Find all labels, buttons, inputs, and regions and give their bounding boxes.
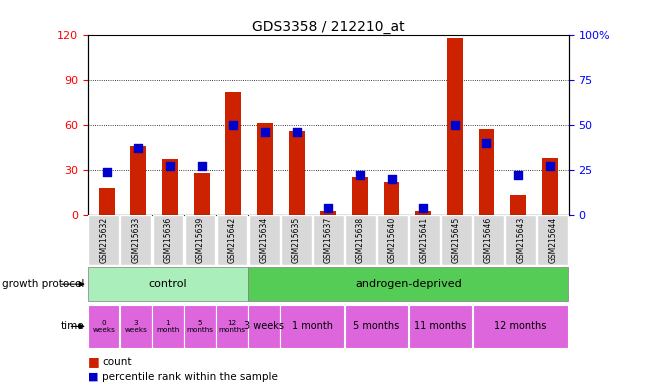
- Bar: [352, 177, 368, 215]
- Text: 5 months: 5 months: [353, 321, 400, 331]
- Text: ■: ■: [88, 355, 99, 368]
- Text: GSM215640: GSM215640: [388, 217, 397, 263]
- Text: GSM215634: GSM215634: [259, 217, 268, 263]
- Bar: [415, 210, 431, 215]
- Bar: [542, 158, 558, 215]
- Text: GSM215641: GSM215641: [420, 217, 429, 263]
- FancyBboxPatch shape: [120, 215, 151, 265]
- Text: 3 weeks: 3 weeks: [244, 321, 284, 331]
- Text: GSM215643: GSM215643: [516, 217, 525, 263]
- Text: GSM215636: GSM215636: [163, 217, 172, 263]
- Text: GSM215644: GSM215644: [548, 217, 557, 263]
- Point: [481, 140, 491, 146]
- FancyBboxPatch shape: [409, 215, 440, 265]
- Point: [133, 145, 144, 151]
- Text: 5
months: 5 months: [187, 320, 213, 333]
- Text: 12 months: 12 months: [495, 321, 547, 331]
- Text: count: count: [102, 357, 131, 367]
- Text: GSM215633: GSM215633: [131, 217, 140, 263]
- Text: GSM215637: GSM215637: [324, 217, 333, 263]
- Bar: [447, 38, 463, 215]
- Bar: [257, 123, 273, 215]
- Text: GSM215645: GSM215645: [452, 217, 461, 263]
- Point: [513, 172, 523, 179]
- Text: GSM215638: GSM215638: [356, 217, 365, 263]
- FancyBboxPatch shape: [153, 215, 183, 265]
- Text: GSM215632: GSM215632: [99, 217, 109, 263]
- FancyBboxPatch shape: [344, 305, 408, 348]
- FancyBboxPatch shape: [281, 215, 311, 265]
- Text: time: time: [61, 321, 84, 331]
- FancyBboxPatch shape: [216, 215, 248, 265]
- Bar: [131, 146, 146, 215]
- FancyBboxPatch shape: [538, 215, 568, 265]
- FancyBboxPatch shape: [249, 215, 280, 265]
- Bar: [99, 188, 114, 215]
- Point: [450, 122, 460, 128]
- FancyBboxPatch shape: [152, 305, 184, 348]
- Text: 3
weeks: 3 weeks: [124, 320, 148, 333]
- Bar: [478, 129, 495, 215]
- FancyBboxPatch shape: [473, 215, 504, 265]
- Point: [101, 169, 112, 175]
- Text: 11 months: 11 months: [414, 321, 467, 331]
- FancyBboxPatch shape: [377, 215, 408, 265]
- Point: [165, 163, 176, 169]
- FancyBboxPatch shape: [505, 215, 536, 265]
- Text: growth protocol: growth protocol: [2, 279, 84, 289]
- FancyBboxPatch shape: [248, 267, 569, 301]
- Point: [291, 129, 302, 135]
- Text: androgen-deprived: androgen-deprived: [355, 279, 462, 289]
- FancyBboxPatch shape: [88, 215, 119, 265]
- FancyBboxPatch shape: [120, 305, 151, 348]
- Point: [260, 129, 270, 135]
- Text: ■: ■: [88, 372, 98, 382]
- Text: GSM215642: GSM215642: [227, 217, 237, 263]
- Point: [545, 163, 555, 169]
- Text: 0
weeks: 0 weeks: [92, 320, 115, 333]
- Point: [386, 176, 396, 182]
- FancyBboxPatch shape: [88, 267, 248, 301]
- FancyBboxPatch shape: [313, 215, 344, 265]
- Bar: [194, 173, 209, 215]
- Point: [323, 205, 333, 211]
- FancyBboxPatch shape: [441, 215, 472, 265]
- Bar: [320, 210, 336, 215]
- Text: 1 month: 1 month: [292, 321, 333, 331]
- FancyBboxPatch shape: [345, 215, 376, 265]
- Title: GDS3358 / 212210_at: GDS3358 / 212210_at: [252, 20, 404, 33]
- Text: GSM215639: GSM215639: [196, 217, 205, 263]
- FancyBboxPatch shape: [409, 305, 473, 348]
- Text: 1
month: 1 month: [156, 320, 179, 333]
- Text: GSM215646: GSM215646: [484, 217, 493, 263]
- Point: [418, 205, 428, 211]
- Bar: [510, 195, 526, 215]
- FancyBboxPatch shape: [185, 215, 215, 265]
- Text: control: control: [149, 279, 187, 289]
- FancyBboxPatch shape: [184, 305, 216, 348]
- Text: percentile rank within the sample: percentile rank within the sample: [102, 372, 278, 382]
- FancyBboxPatch shape: [88, 305, 120, 348]
- Bar: [226, 92, 241, 215]
- Bar: [289, 131, 304, 215]
- Point: [355, 172, 365, 179]
- Bar: [384, 182, 400, 215]
- FancyBboxPatch shape: [248, 305, 280, 348]
- FancyBboxPatch shape: [473, 305, 569, 348]
- Point: [196, 163, 207, 169]
- Text: GSM215635: GSM215635: [292, 217, 301, 263]
- Text: 12
months: 12 months: [218, 320, 246, 333]
- Bar: [162, 159, 178, 215]
- FancyBboxPatch shape: [280, 305, 344, 348]
- FancyBboxPatch shape: [216, 305, 248, 348]
- Point: [228, 122, 239, 128]
